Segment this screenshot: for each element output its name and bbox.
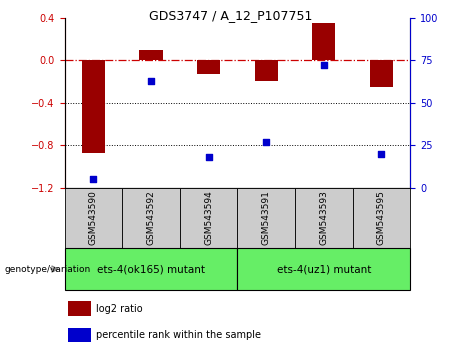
Bar xyxy=(65,248,237,290)
Text: GSM543594: GSM543594 xyxy=(204,190,213,245)
Text: GSM543591: GSM543591 xyxy=(262,190,271,245)
Bar xyxy=(313,23,336,60)
Bar xyxy=(353,188,410,248)
Bar xyxy=(68,301,91,316)
Text: log2 ratio: log2 ratio xyxy=(96,303,143,314)
Text: GDS3747 / A_12_P107751: GDS3747 / A_12_P107751 xyxy=(149,9,312,22)
Text: GSM543592: GSM543592 xyxy=(147,190,155,245)
Bar xyxy=(65,188,122,248)
Bar xyxy=(254,60,278,81)
Bar xyxy=(82,60,105,153)
Text: ets-4(uz1) mutant: ets-4(uz1) mutant xyxy=(277,264,371,274)
Bar xyxy=(180,188,237,248)
Text: GSM543590: GSM543590 xyxy=(89,190,98,245)
Bar xyxy=(237,248,410,290)
Text: GSM543595: GSM543595 xyxy=(377,190,386,245)
Text: percentile rank within the sample: percentile rank within the sample xyxy=(96,330,261,340)
Point xyxy=(148,78,155,84)
Bar xyxy=(237,188,295,248)
Text: ets-4(ok165) mutant: ets-4(ok165) mutant xyxy=(97,264,205,274)
Text: genotype/variation: genotype/variation xyxy=(5,264,91,274)
Bar xyxy=(140,50,163,60)
Text: GSM543593: GSM543593 xyxy=(319,190,328,245)
Point xyxy=(205,154,212,160)
Bar xyxy=(68,328,91,343)
Bar xyxy=(370,60,393,87)
Bar xyxy=(122,188,180,248)
Point xyxy=(263,139,270,144)
Bar xyxy=(295,188,353,248)
Point xyxy=(320,62,327,68)
Bar xyxy=(197,60,220,74)
Point xyxy=(89,176,97,182)
Point xyxy=(378,151,385,156)
